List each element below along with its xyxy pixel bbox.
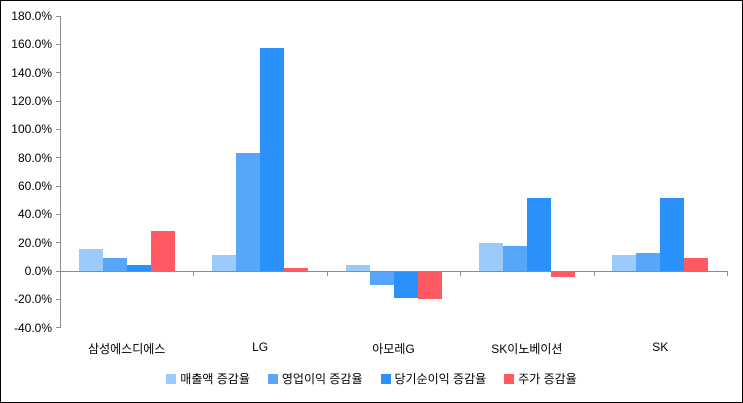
y-axis-tick	[56, 213, 60, 215]
y-axis-tick	[56, 100, 60, 102]
bar-net-income-growth-sk	[660, 198, 685, 271]
bar-stock-price-growth-sk	[684, 258, 709, 271]
bar-operating-profit-growth-sk	[636, 253, 661, 271]
y-axis-tick	[56, 157, 60, 159]
x-axis-tick	[593, 271, 595, 276]
y-axis-tick	[56, 327, 60, 329]
bar-stock-price-growth-amore-g	[417, 271, 442, 300]
legend-label-net-income-growth: 당기순이익 증감율	[394, 372, 487, 386]
bar-net-income-growth-samsung-sds	[126, 264, 151, 271]
y-axis-tick-label: -40.0%	[13, 320, 52, 335]
legend-swatch-operating-profit-growth	[267, 373, 278, 384]
legend-label-operating-profit-growth: 영업이익 증감율	[281, 372, 363, 386]
category-label-lg: LG	[252, 340, 269, 354]
bar-sales-growth-lg	[212, 254, 237, 271]
bar-net-income-growth-lg	[260, 47, 285, 271]
bar-operating-profit-growth-samsung-sds	[102, 258, 127, 271]
bar-stock-price-growth-lg	[284, 268, 309, 271]
x-axis-tick	[326, 271, 328, 276]
legend-swatch-stock-price-growth	[504, 373, 515, 384]
y-axis-tick-label: 100.0%	[11, 122, 52, 137]
y-axis-tick	[56, 72, 60, 74]
y-axis-tick	[56, 15, 60, 17]
y-axis-tick-label: 40.0%	[17, 207, 52, 222]
bar-sales-growth-amore-g	[345, 265, 370, 271]
legend-item-net-income-growth: 당기순이익 증감율	[380, 370, 487, 387]
y-axis-tick-label: 180.0%	[11, 9, 52, 23]
category-label-amore-g: 아모레G	[372, 342, 415, 356]
bar-operating-profit-growth-sk-innovation	[502, 245, 527, 271]
legend-item-stock-price-growth: 주가 증감율	[504, 370, 577, 387]
bar-stock-price-growth-sk-innovation	[550, 271, 575, 277]
category-label-samsung-sds: 삼성에스디에스	[88, 342, 166, 356]
y-axis-line	[60, 16, 61, 328]
y-axis-tick-label: 140.0%	[11, 65, 52, 80]
legend: 매출액 증감율 영업이익 증감율 당기순이익 증감율 주가 증감율	[1, 370, 742, 387]
legend-label-sales-growth: 매출액 증감율	[180, 372, 250, 386]
y-axis-tick	[56, 185, 60, 187]
legend-label-stock-price-growth: 주가 증감율	[518, 372, 577, 386]
x-axis-tick	[727, 271, 728, 276]
x-axis-tick	[460, 271, 462, 276]
bar-net-income-growth-amore-g	[393, 271, 418, 298]
y-axis-tick-label: -20.0%	[13, 292, 52, 307]
legend-swatch-sales-growth	[166, 373, 177, 384]
category-label-sk-innovation: SK이노베이션	[491, 342, 563, 356]
legend-item-operating-profit-growth: 영업이익 증감율	[267, 370, 363, 387]
x-axis-tick	[193, 271, 195, 276]
y-axis-tick-label: 120.0%	[11, 94, 52, 108]
bar-operating-profit-growth-amore-g	[369, 271, 394, 286]
y-axis-tick-label: 0.0%	[24, 264, 52, 278]
y-axis-tick	[56, 242, 60, 244]
y-axis-tick	[56, 128, 60, 130]
x-axis-line	[60, 271, 727, 272]
y-axis-tick	[56, 270, 60, 272]
y-axis-tick	[56, 43, 60, 45]
legend-swatch-net-income-growth	[380, 373, 391, 384]
bar-sales-growth-sk-innovation	[478, 242, 503, 271]
bar-sales-growth-sk	[612, 255, 637, 271]
bar-sales-growth-samsung-sds	[78, 249, 103, 271]
category-label-sk: SK	[652, 340, 669, 354]
y-axis-tick-label: 160.0%	[11, 37, 52, 52]
legend-item-sales-growth: 매출액 증감율	[166, 370, 250, 387]
y-axis-tick-label: 20.0%	[17, 235, 52, 250]
y-axis-tick-label: 60.0%	[17, 179, 52, 193]
bar-operating-profit-growth-lg	[236, 152, 261, 271]
y-axis-tick	[56, 298, 60, 300]
bar-stock-price-growth-samsung-sds	[150, 231, 175, 271]
y-axis-tick-label: 80.0%	[17, 150, 52, 165]
bar-net-income-growth-sk-innovation	[526, 198, 551, 271]
